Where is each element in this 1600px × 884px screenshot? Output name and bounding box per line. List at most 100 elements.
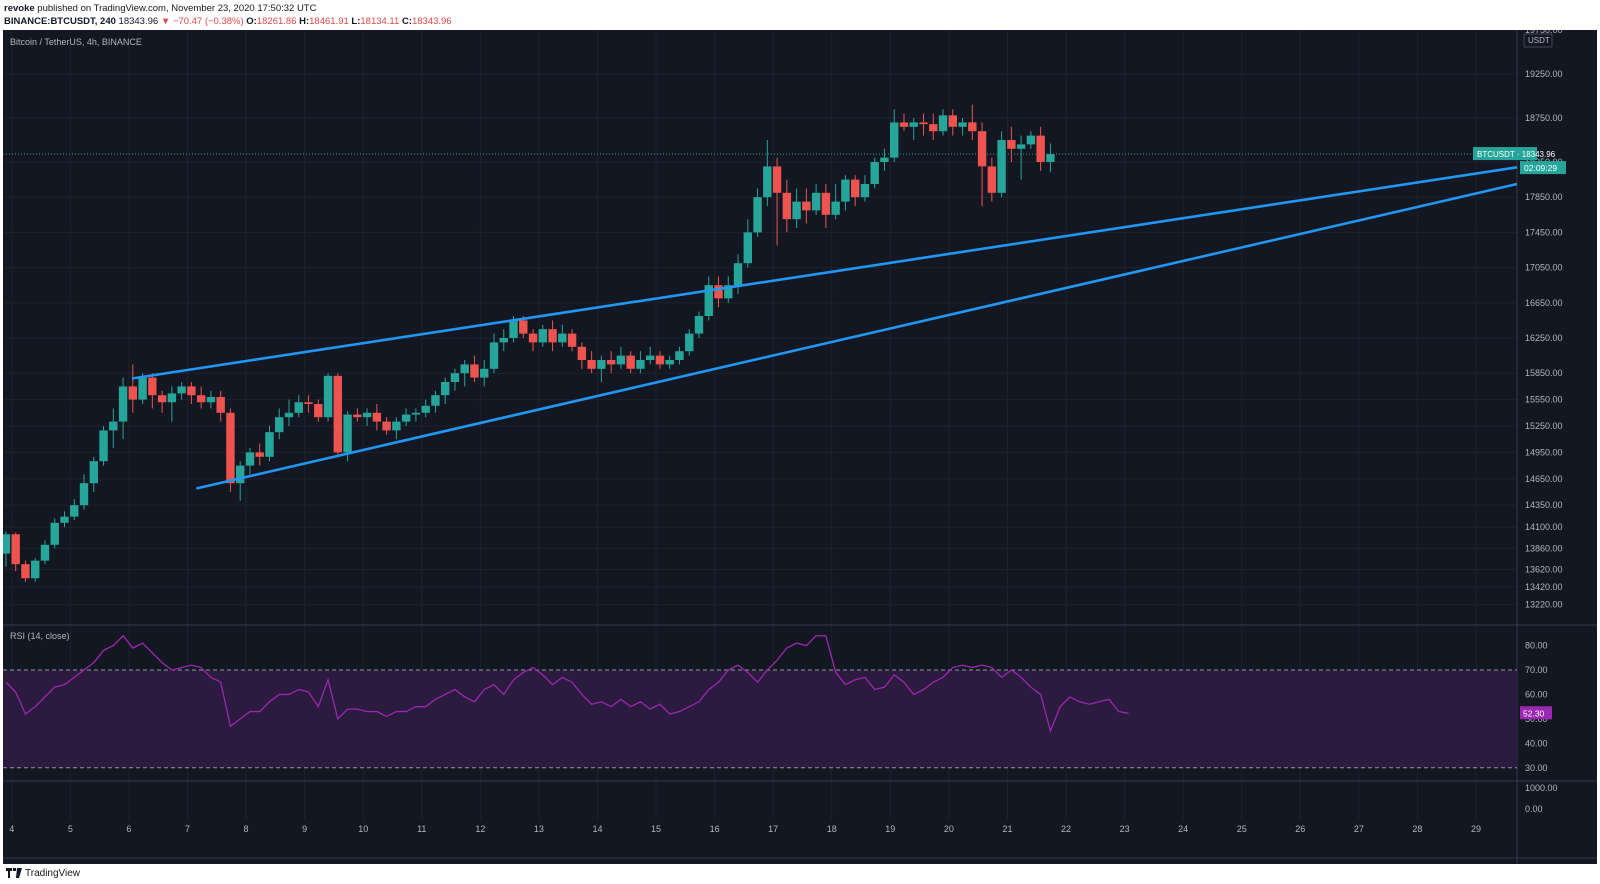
lower-panel-tick: 0.00 <box>1525 804 1543 814</box>
trendline <box>131 165 1518 380</box>
candle-body <box>401 414 411 422</box>
rsi-title: RSI (14, close) <box>10 631 70 641</box>
candle-body <box>226 412 235 484</box>
price-tick-label: 13860.00 <box>1525 543 1563 553</box>
candle-body <box>343 414 352 453</box>
price-tick-label: 17050.00 <box>1525 263 1563 273</box>
last-price: 18343.96 <box>118 16 159 27</box>
candle-body <box>850 179 860 198</box>
candle-body <box>802 201 811 211</box>
candle-body <box>763 166 772 198</box>
candle-body <box>362 412 372 418</box>
candle-body <box>899 122 909 127</box>
candle-body <box>284 412 294 418</box>
candle-body <box>753 197 762 233</box>
candle-body <box>675 351 684 360</box>
candle-body <box>1046 154 1055 162</box>
price-tick-label: 19750.00 <box>1525 30 1563 35</box>
time-tick-label: 12 <box>475 824 485 834</box>
candle-body <box>841 179 850 202</box>
candle-body <box>314 404 323 418</box>
candle-body <box>372 412 382 422</box>
time-tick-label: 14 <box>592 824 602 834</box>
candle-body <box>938 115 948 132</box>
candle-body <box>1036 135 1045 162</box>
time-tick-label: 24 <box>1178 824 1188 834</box>
time-tick-label: 16 <box>710 824 720 834</box>
candle-body <box>577 346 587 360</box>
chart-canvas[interactable]: Bitcoin / TetherUS, 4h, BINANCE19750.001… <box>3 30 1597 864</box>
candle-body <box>206 396 216 403</box>
price-tick-label: 14950.00 <box>1525 447 1563 457</box>
price-tick-label: 16250.00 <box>1525 333 1563 343</box>
candle-body <box>187 386 196 396</box>
rsi-value-tag <box>1520 706 1552 720</box>
candle-body <box>890 122 899 158</box>
candle-body <box>958 122 967 127</box>
tradingview-logo-icon <box>6 868 22 879</box>
time-tick-label: 20 <box>944 824 954 834</box>
candle-body <box>1026 135 1036 145</box>
price-tick-label: 17450.00 <box>1525 227 1563 237</box>
candle-body <box>480 368 489 378</box>
candle-body <box>1016 144 1026 149</box>
candle-body <box>128 386 138 400</box>
candle-body <box>821 192 831 215</box>
high-label: H: <box>299 16 310 27</box>
chart-frame[interactable]: Bitcoin / TetherUS, 4h, BINANCE 19750.00 1… <box>3 30 1597 864</box>
rsi-line <box>5 634 1129 734</box>
candle-body <box>538 329 548 343</box>
candle-body <box>714 285 723 299</box>
candle-body <box>3 534 11 554</box>
candle-body <box>460 364 469 374</box>
time-tick-label: 5 <box>68 824 73 834</box>
candle-body <box>167 393 177 403</box>
candle-body <box>245 452 255 466</box>
price-axis: 19750.0019250.0018750.0018250.0017850.00… <box>1525 30 1563 610</box>
publish-header: revoke published on TradingView.com, Nov… <box>4 2 452 28</box>
rsi-tick-label: 30.00 <box>1525 763 1548 773</box>
candle-body <box>1007 140 1016 149</box>
candle-body <box>860 184 870 198</box>
time-tick-label: 27 <box>1354 824 1364 834</box>
price-tick-label: 14100.00 <box>1525 522 1563 532</box>
price-tick-label: 15550.00 <box>1525 395 1563 405</box>
rsi-tick-label: 80.00 <box>1525 641 1548 651</box>
price-tick-label: 18750.00 <box>1525 113 1563 123</box>
price-tick-label: 13620.00 <box>1525 564 1563 574</box>
time-tick-label: 17 <box>768 824 778 834</box>
candle-body <box>968 122 977 132</box>
candle-body <box>440 382 450 396</box>
candle-body <box>919 122 928 125</box>
price-tick-label: 13420.00 <box>1525 582 1563 592</box>
candle-body <box>157 395 167 403</box>
candle-body <box>470 364 479 378</box>
candle-body <box>148 377 157 396</box>
price-tick-label: 14650.00 <box>1525 474 1563 484</box>
time-tick-label: 23 <box>1120 824 1130 834</box>
candle-body <box>977 131 987 167</box>
time-tick-label: 19 <box>885 824 895 834</box>
time-tick-label: 8 <box>244 824 249 834</box>
candle-body <box>792 201 801 220</box>
time-tick-label: 26 <box>1295 824 1305 834</box>
lower-panel-tick: 1000.00 <box>1525 783 1558 793</box>
candle-body <box>99 430 108 462</box>
tradingview-logo[interactable]: TradingView <box>6 868 80 879</box>
countdown-tag <box>1520 161 1566 175</box>
time-tick-label: 11 <box>417 824 426 834</box>
candle-body <box>694 316 704 334</box>
candle-body <box>587 360 596 369</box>
candle-body <box>236 465 245 484</box>
ohlc-line: BINANCE:BTCUSDT, 240 18343.96 ▼ −70.47 (… <box>4 15 452 28</box>
candle-body <box>60 516 69 523</box>
price-tick-label: 16650.00 <box>1525 298 1563 308</box>
candle-body <box>196 395 206 403</box>
candle-body <box>323 375 333 418</box>
candle-body <box>499 338 508 343</box>
close-label: C: <box>401 16 412 27</box>
publisher-name[interactable]: revoke <box>4 3 35 14</box>
candles <box>3 104 1055 582</box>
price-tick-label: 15850.00 <box>1525 368 1563 378</box>
candle-body <box>11 534 20 565</box>
